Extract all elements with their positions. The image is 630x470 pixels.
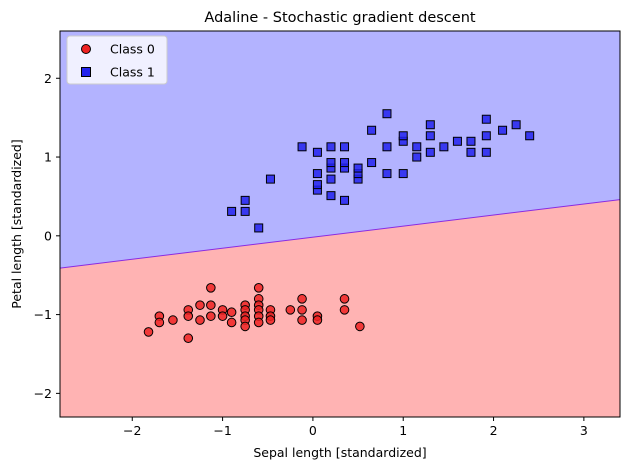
point-class-1-35 [439,142,449,152]
chart-title: Adaline - Stochastic gradient descent [204,10,475,26]
point-class-0-26 [253,317,264,328]
data-points [143,109,535,344]
point-class-1-2 [240,195,250,205]
plot-area [59,30,621,418]
point-class-1-21 [353,163,363,173]
point-class-0-11 [206,311,216,321]
point-class-0-9 [206,283,216,293]
point-class-1-25 [382,142,392,152]
point-class-1-27 [398,169,408,179]
point-class-0-2 [154,317,165,328]
y-tick-label-4: 2 [44,71,52,86]
point-class-0-5 [183,311,194,321]
legend-frame [66,35,168,85]
point-class-1-8 [312,169,322,179]
point-class-1-5 [297,142,307,152]
point-class-1-36 [452,136,462,146]
point-class-1-38 [466,136,476,146]
point-class-0-31 [297,294,307,304]
y-tick-label-1: −1 [34,307,52,322]
point-class-1-13 [326,158,336,168]
point-class-1-41 [481,114,491,124]
point-class-0-33 [297,315,307,325]
y-tick-label-0: −2 [34,386,52,401]
x-tick-label-3: 1 [399,423,407,438]
legend-label-class-1: Class 1 [110,65,155,80]
point-class-0-35 [312,315,323,325]
x-tick-label-4: 2 [490,423,498,438]
point-class-0-6 [183,333,194,344]
point-class-1-18 [340,142,350,152]
point-class-1-30 [412,152,422,162]
point-class-1-24 [382,169,392,179]
point-class-0-10 [206,300,216,310]
point-class-0-8 [195,315,205,325]
point-class-0-36 [339,294,350,304]
point-class-0-7 [195,300,205,310]
plot-frame [59,30,621,418]
point-class-0-3 [168,315,178,325]
point-class-1-31 [412,142,422,152]
legend: Class 0 Class 1 [66,35,168,85]
point-class-1-0 [227,206,237,216]
point-class-1-1 [240,206,250,216]
point-class-1-10 [326,191,336,201]
point-class-1-42 [498,125,508,135]
point-class-1-11 [326,174,336,184]
point-class-1-7 [312,180,322,190]
y-axis: −2 −1 0 1 2 [34,71,60,401]
point-class-1-33 [425,131,435,141]
legend-marker-class-1 [81,67,91,77]
decision-region-class-1 [60,31,620,269]
x-axis: −2 −1 0 1 2 3 [123,417,588,438]
y-tick-label-3: 1 [44,150,52,165]
point-class-1-14 [326,142,336,152]
point-class-0-0 [143,327,154,337]
y-tick-label-2: 0 [44,228,52,243]
point-class-0-30 [285,305,296,315]
point-class-1-40 [481,131,491,141]
x-tick-label-2: 0 [309,423,317,438]
point-class-1-4 [265,174,275,184]
x-tick-label-5: 3 [580,423,588,438]
point-class-0-38 [355,321,365,332]
y-axis-label: Petal length [standardized] [9,139,24,308]
point-class-1-37 [466,147,476,157]
point-class-1-32 [425,147,435,157]
point-class-0-15 [226,317,237,328]
point-class-0-37 [339,305,350,315]
legend-label-class-0: Class 0 [110,42,155,57]
point-class-1-22 [367,158,377,168]
point-class-1-9 [312,147,322,157]
x-tick-label-0: −2 [123,423,141,438]
x-axis-label: Sepal length [standardized] [253,445,426,460]
point-class-1-17 [340,158,350,168]
point-class-1-39 [481,147,491,157]
point-class-1-23 [367,125,377,135]
point-class-0-13 [217,311,228,321]
decision-boundary [59,199,621,269]
point-class-1-44 [525,131,535,141]
point-class-0-21 [253,283,264,293]
point-class-0-14 [226,307,237,318]
point-class-1-3 [254,223,264,233]
x-tick-label-1: −1 [213,423,231,438]
point-class-1-43 [511,120,521,130]
point-class-1-34 [425,120,435,130]
point-class-0-32 [297,305,307,315]
point-class-1-15 [340,195,350,205]
point-class-0-20 [240,321,250,332]
point-class-1-29 [398,131,408,141]
point-class-0-29 [265,315,276,325]
legend-marker-class-0 [81,44,91,54]
point-class-1-26 [382,109,392,119]
